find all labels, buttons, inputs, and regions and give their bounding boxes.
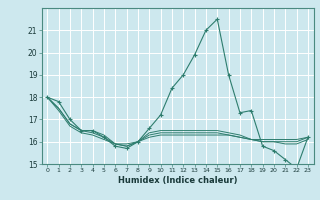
X-axis label: Humidex (Indice chaleur): Humidex (Indice chaleur) xyxy=(118,176,237,185)
